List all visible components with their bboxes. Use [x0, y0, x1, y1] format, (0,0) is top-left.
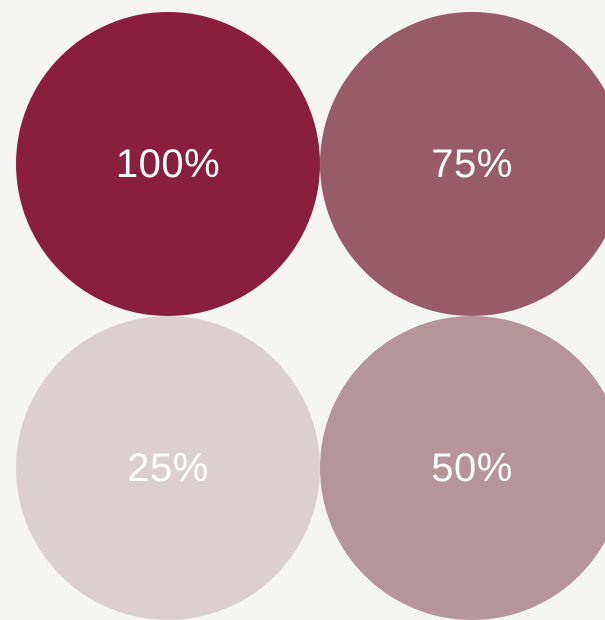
swatch-100-percent: 100%	[16, 12, 320, 316]
swatch-label: 100%	[115, 142, 221, 186]
swatch-50-percent: 50%	[320, 316, 605, 620]
swatch-75-percent: 75%	[320, 12, 605, 316]
swatch-25-percent: 25%	[16, 316, 320, 620]
swatch-label: 75%	[431, 142, 513, 186]
swatch-label: 50%	[431, 446, 513, 490]
swatch-label: 25%	[127, 446, 209, 490]
